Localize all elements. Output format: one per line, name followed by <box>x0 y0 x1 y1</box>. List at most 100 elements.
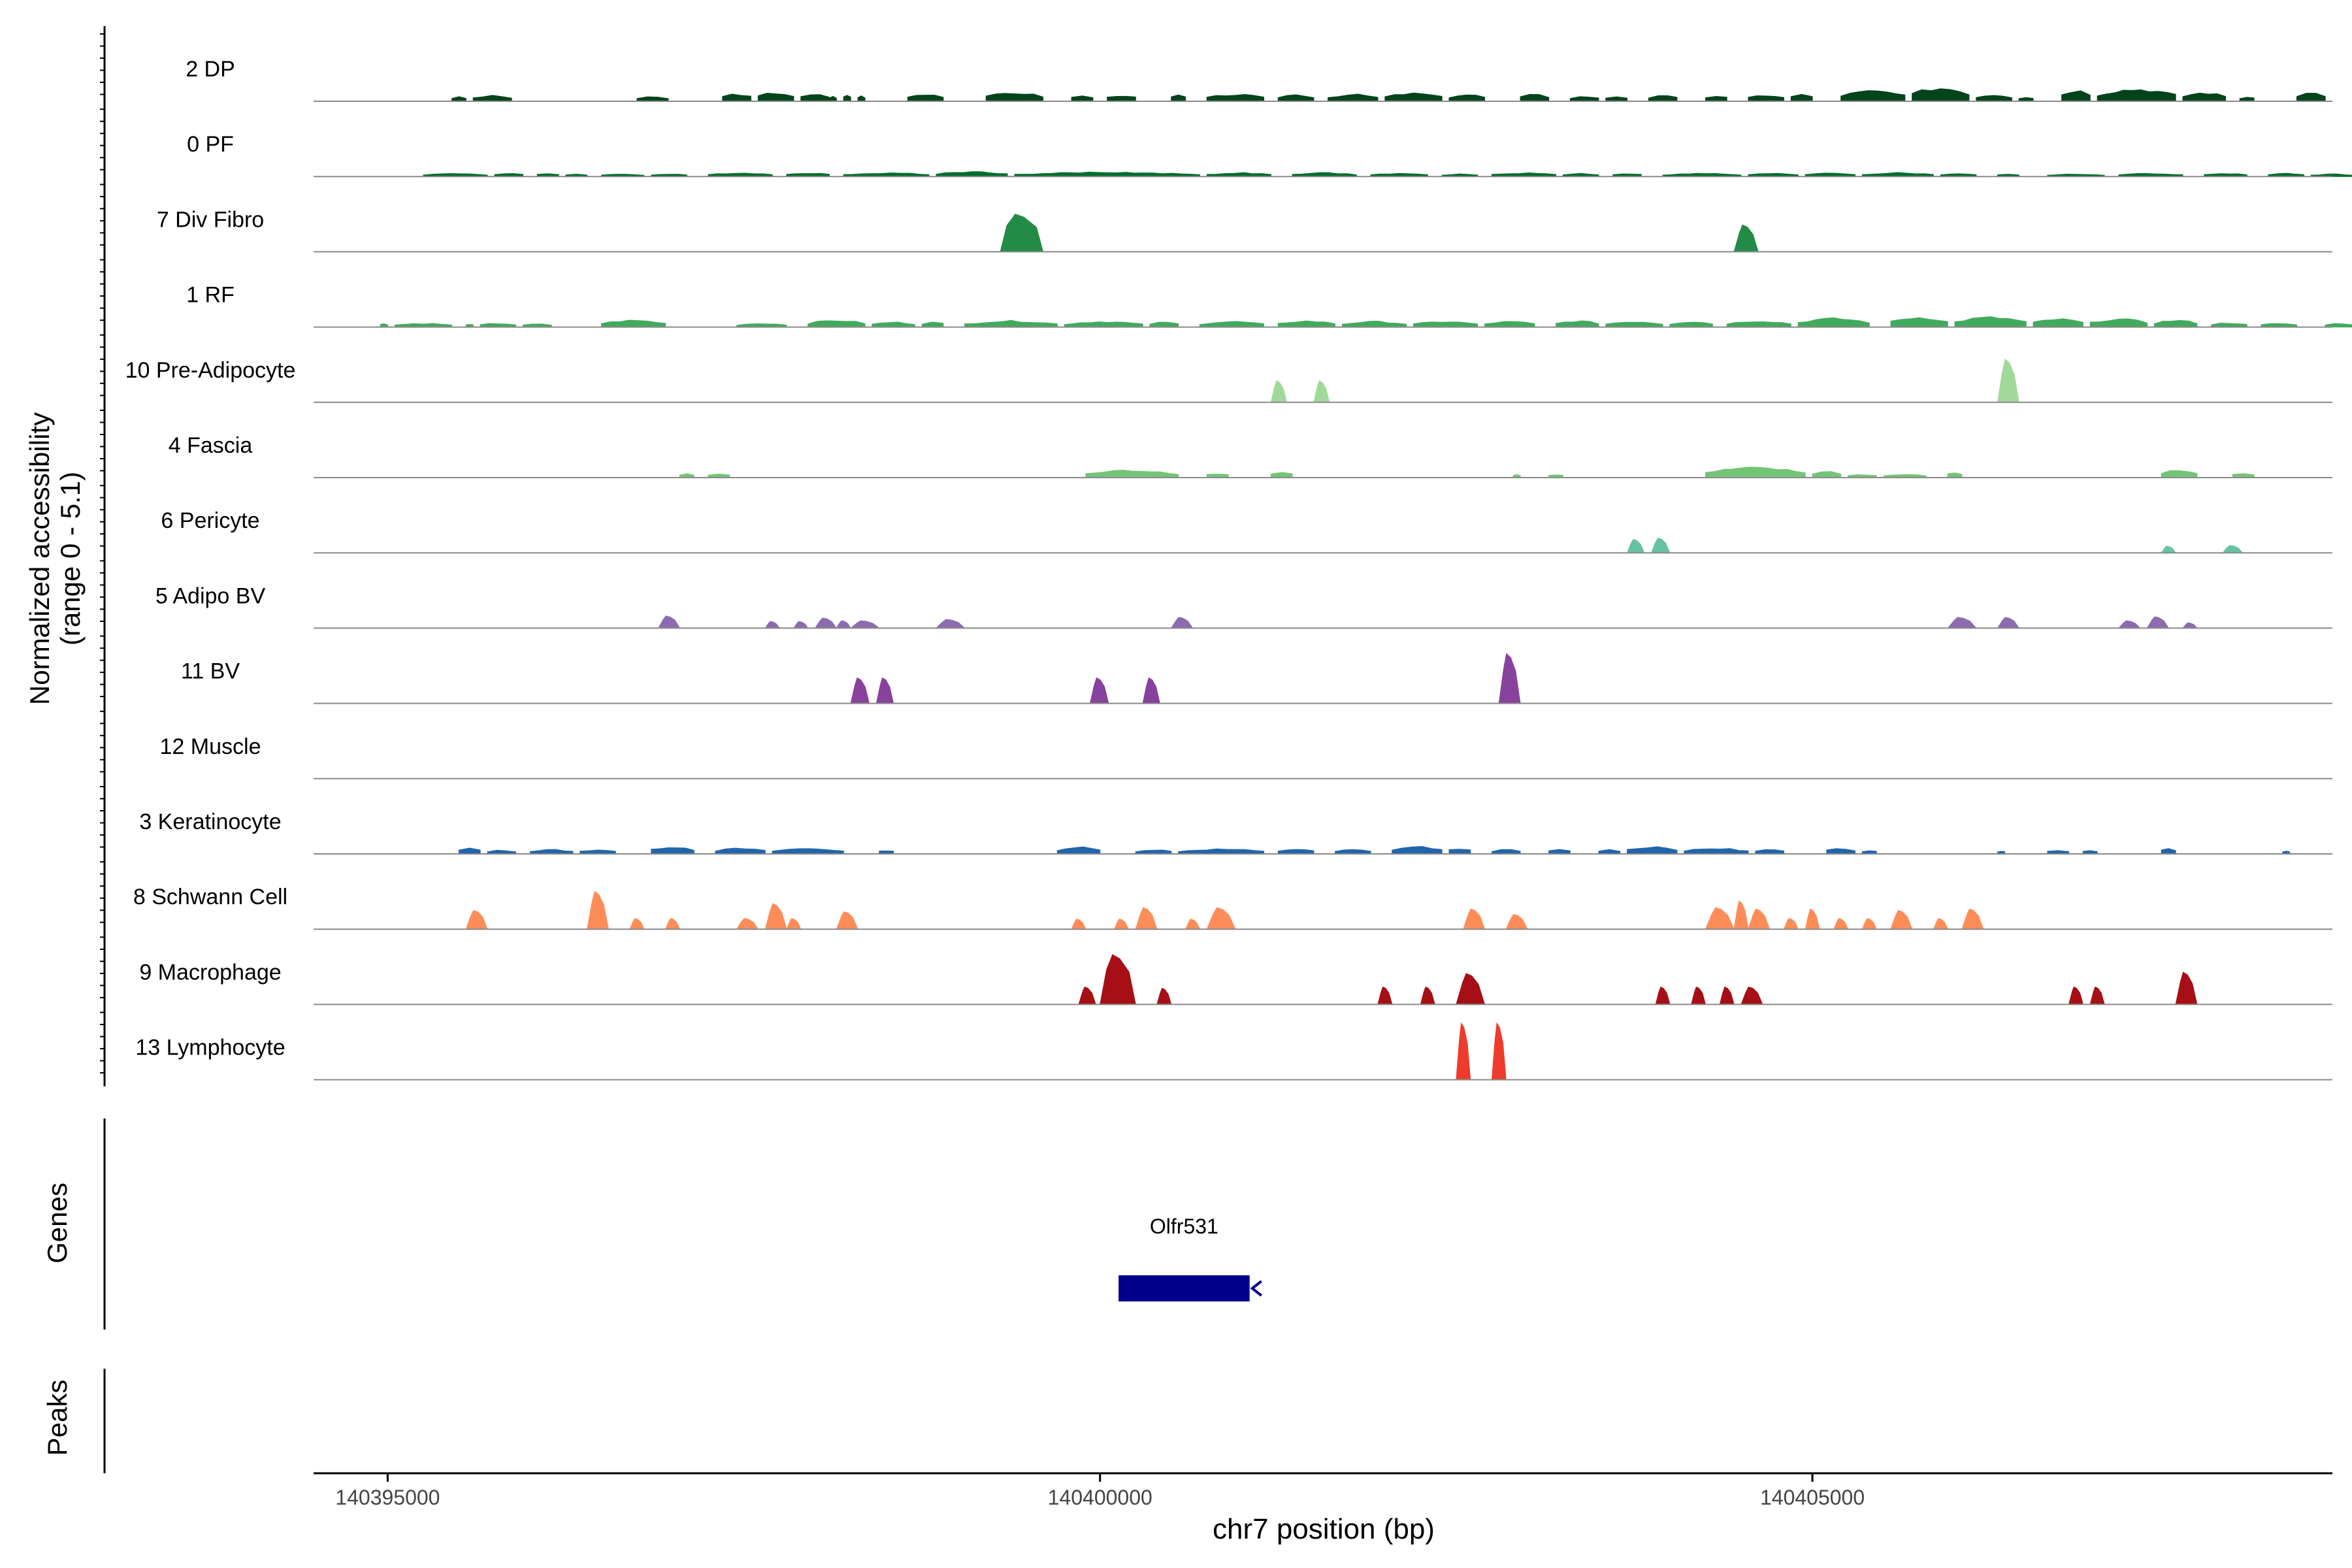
track-0: 2 DP <box>186 57 2332 102</box>
track-label: 0 PF <box>187 132 234 157</box>
track-8: 11 BV <box>181 653 2332 704</box>
coverage-peak <box>1206 172 1271 177</box>
coverage-peak <box>1684 848 1749 855</box>
coverage-peak <box>1071 919 1086 930</box>
track-2: 7 Div Fibro <box>157 207 2332 253</box>
coverage-peak <box>1691 986 1707 1005</box>
coverage-peak <box>1178 848 1264 855</box>
track-10: 3 Keratinocyte <box>139 809 2332 855</box>
track-12: 9 Macrophage <box>139 954 2332 1005</box>
coverage-peak <box>849 620 881 629</box>
coverage-peak <box>1448 849 1471 855</box>
coverage-peak <box>836 911 858 930</box>
coverage-peak <box>1071 95 1094 102</box>
coverage-peak <box>1484 321 1535 328</box>
coverage-peak <box>1890 909 1913 930</box>
coverage-peak <box>2033 318 2083 328</box>
coverage-peak <box>1456 1022 1471 1081</box>
coverage-peak <box>1833 918 1849 930</box>
coverage-peak <box>394 323 453 328</box>
gene-label: Olfr531 <box>1150 1215 1218 1238</box>
coverage-peak <box>764 903 787 930</box>
coverage-peak <box>1463 908 1486 930</box>
coverage-peak <box>1655 986 1671 1005</box>
coverage-peak <box>1890 317 1948 328</box>
coverage-peak <box>1341 321 1407 328</box>
coverage-peak <box>1184 919 1201 930</box>
coverage-peak <box>1740 987 1763 1005</box>
coverage-peak <box>736 918 759 930</box>
coverage-peak <box>921 321 944 328</box>
coverage-peak <box>1089 677 1109 704</box>
track-6: 6 Pericyte <box>161 508 2332 554</box>
coverage-peak <box>1605 321 1663 328</box>
coverage-peak <box>964 319 1058 328</box>
coverage-peak <box>800 94 830 102</box>
gene-track: Olfr531 <box>1119 1215 1262 1301</box>
coverage-tracks: 2 DP 0 PF 7 Div Fibro 1 RF 10 Pre-Adipocyte 4… <box>125 57 2352 1081</box>
coverage-peak <box>1933 918 1948 930</box>
coverage-peak <box>722 93 751 102</box>
coverage-peak <box>764 621 781 629</box>
peaks-axis-label: Peaks <box>42 1380 73 1456</box>
coverage-peak <box>2296 93 2326 102</box>
coverage-peak <box>1142 677 1160 704</box>
track-label: 12 Muscle <box>160 734 261 759</box>
track-label: 8 Schwann Cell <box>133 885 287 909</box>
coverage-peak <box>1413 321 1478 328</box>
coverage-peak <box>2325 323 2352 328</box>
coverage-peak <box>786 918 802 930</box>
coverage-peak <box>1270 380 1288 403</box>
y-axis-label: Normalized accessibility <box>24 412 55 705</box>
track-9: 12 Muscle <box>160 734 2332 779</box>
track-label: 7 Div Fibro <box>157 207 264 232</box>
coverage-peak <box>1705 466 1806 478</box>
coverage-peak <box>1748 95 1784 102</box>
coverage-peak <box>935 619 966 629</box>
x-axis-label: chr7 position (bp) <box>1213 1513 1435 1545</box>
left-axes <box>100 26 106 1473</box>
coverage-peak <box>2097 89 2176 102</box>
coverage-peak <box>1270 472 1293 478</box>
coverage-peak <box>451 96 466 102</box>
coverage-peak <box>1113 919 1130 930</box>
coverage-peak <box>757 93 794 102</box>
coverage-peak <box>1491 172 1557 177</box>
coverage-peak <box>715 847 766 855</box>
coverage-peak <box>1199 321 1264 328</box>
coverage-peak <box>786 172 830 177</box>
coverage-peak <box>1491 849 1521 855</box>
coverage-peak <box>1705 907 1735 930</box>
coverage-peak <box>872 321 915 328</box>
coverage-peak <box>2161 470 2198 478</box>
coverage-peak <box>1947 472 1963 478</box>
track-label: 11 BV <box>181 659 240 684</box>
coverage-peak <box>1491 1022 1507 1081</box>
coverage-peak <box>2118 173 2183 177</box>
coverage-peak <box>1384 92 1443 102</box>
coverage-peak <box>843 172 930 177</box>
coverage-peak <box>1797 317 1870 328</box>
coverage-peak <box>1598 849 1621 855</box>
track-label: 6 Pericyte <box>161 508 259 533</box>
coverage-peak <box>2175 972 2198 1005</box>
coverage-peak <box>587 890 610 930</box>
coverage-peak <box>1498 653 1521 704</box>
coverage-peak <box>857 95 866 102</box>
coverage-peak <box>836 620 852 629</box>
track-1: 0 PF <box>187 132 2352 178</box>
coverage-peak <box>1805 908 1820 930</box>
coverage-peak <box>472 95 512 102</box>
coverage-peak <box>1064 321 1143 328</box>
coverage-peak <box>1569 96 1599 102</box>
coverage-peak <box>828 95 837 102</box>
coverage-peak <box>1014 171 1200 177</box>
coverage-peak <box>1370 172 1428 177</box>
coverage-peak <box>936 171 1008 177</box>
coverage-peak <box>1997 359 2019 403</box>
coverage-peak <box>1420 986 1435 1005</box>
coverage-peak <box>2153 319 2198 328</box>
track-7: 5 Adipo BV <box>155 583 2332 629</box>
coverage-peak <box>985 93 1043 102</box>
